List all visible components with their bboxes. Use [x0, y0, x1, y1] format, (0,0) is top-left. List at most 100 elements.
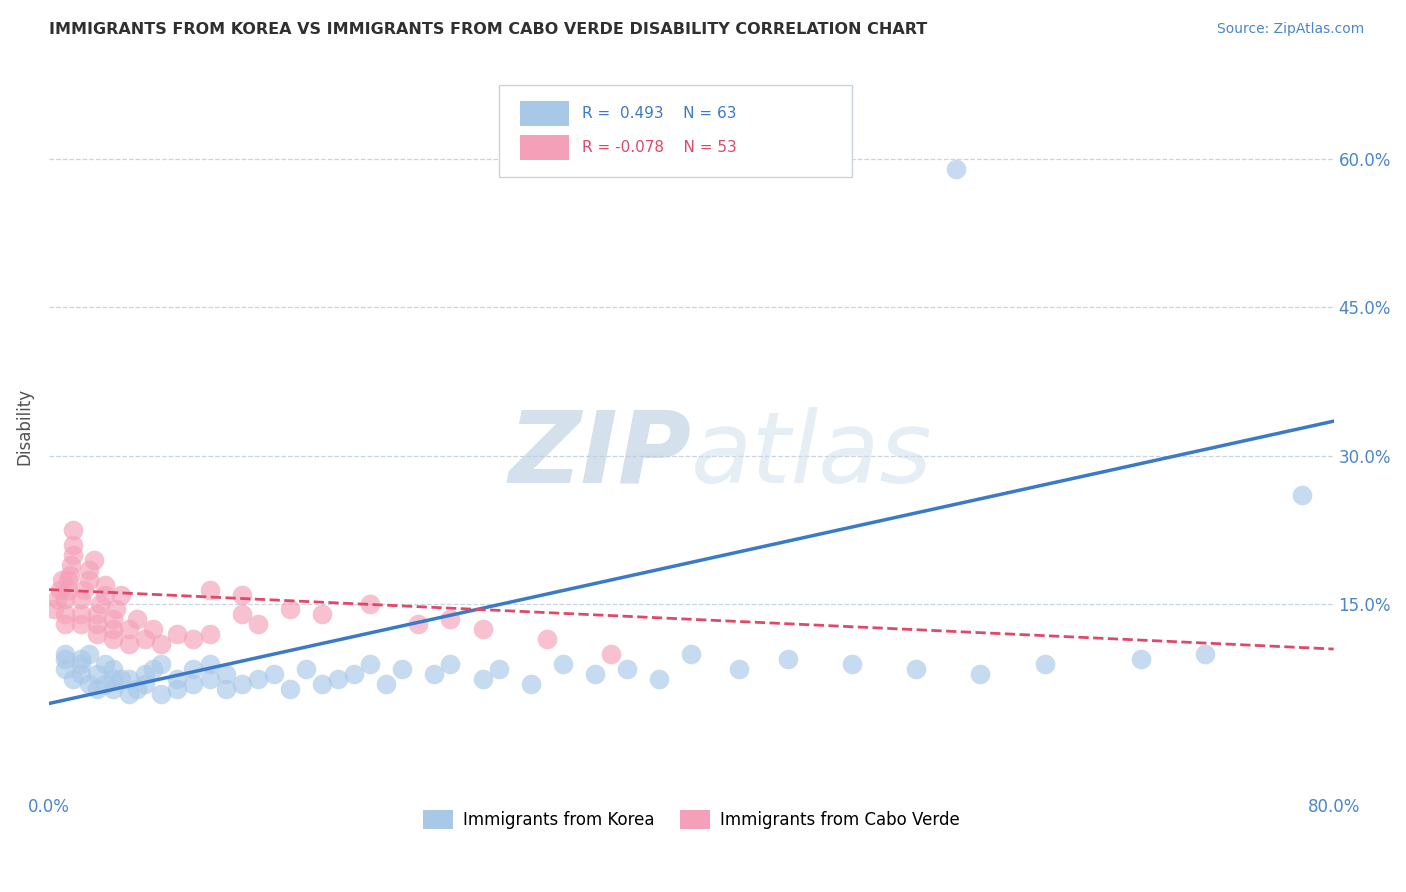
Point — [86, 617, 108, 632]
Point — [471, 622, 494, 636]
Point — [77, 647, 100, 661]
Point — [214, 666, 236, 681]
Text: R = -0.078    N = 53: R = -0.078 N = 53 — [582, 140, 737, 155]
Point — [142, 622, 165, 636]
Point — [62, 523, 84, 537]
Point — [728, 662, 751, 676]
Point — [51, 573, 73, 587]
Point — [214, 681, 236, 696]
Point — [278, 681, 301, 696]
Point — [488, 662, 510, 676]
Point — [86, 681, 108, 696]
Point — [53, 592, 76, 607]
Point — [263, 666, 285, 681]
Point — [183, 632, 205, 646]
Point — [1194, 647, 1216, 661]
Point — [118, 637, 141, 651]
Point — [166, 681, 188, 696]
Point — [94, 657, 117, 671]
Point — [231, 607, 253, 622]
Point — [841, 657, 863, 671]
Point — [359, 657, 381, 671]
Point — [142, 662, 165, 676]
Point — [118, 622, 141, 636]
Point — [183, 662, 205, 676]
Point — [53, 652, 76, 666]
Point — [103, 672, 125, 686]
Point — [198, 582, 221, 597]
Point — [583, 666, 606, 681]
Point — [198, 672, 221, 686]
Point — [471, 672, 494, 686]
Point — [83, 553, 105, 567]
Point — [1129, 652, 1152, 666]
Point — [134, 666, 156, 681]
Point — [166, 672, 188, 686]
Point — [60, 558, 83, 572]
Point — [118, 672, 141, 686]
Point — [70, 607, 93, 622]
Point — [134, 676, 156, 690]
Point — [311, 676, 333, 690]
Point — [103, 632, 125, 646]
Point — [70, 657, 93, 671]
Point — [94, 676, 117, 690]
Point — [776, 652, 799, 666]
Point — [53, 617, 76, 632]
Bar — [520, 135, 569, 160]
Point — [150, 687, 173, 701]
Point — [103, 622, 125, 636]
Point — [94, 588, 117, 602]
Point — [439, 612, 461, 626]
Point — [62, 538, 84, 552]
Y-axis label: Disability: Disability — [15, 387, 32, 465]
Point — [127, 681, 149, 696]
Point — [94, 577, 117, 591]
Point — [198, 627, 221, 641]
Point — [343, 666, 366, 681]
Point — [46, 592, 69, 607]
FancyBboxPatch shape — [499, 86, 852, 177]
Point — [86, 627, 108, 641]
Point — [86, 666, 108, 681]
Point — [246, 672, 269, 686]
Point — [375, 676, 398, 690]
Point — [70, 617, 93, 632]
Point — [359, 598, 381, 612]
Point — [110, 588, 132, 602]
Point — [311, 607, 333, 622]
Point — [103, 662, 125, 676]
Point — [905, 662, 928, 676]
Point — [53, 607, 76, 622]
Point — [150, 657, 173, 671]
Point — [616, 662, 638, 676]
Point — [600, 647, 623, 661]
Point — [1033, 657, 1056, 671]
Point — [326, 672, 349, 686]
Point — [551, 657, 574, 671]
Point — [110, 672, 132, 686]
Point — [1291, 488, 1313, 502]
Point — [183, 676, 205, 690]
Point — [439, 657, 461, 671]
Point — [86, 607, 108, 622]
Point — [70, 592, 93, 607]
Point — [103, 612, 125, 626]
Point — [103, 681, 125, 696]
Point — [62, 548, 84, 562]
Point — [42, 602, 65, 616]
Point — [536, 632, 558, 646]
Point — [77, 676, 100, 690]
Point — [77, 573, 100, 587]
Point — [70, 652, 93, 666]
Point — [423, 666, 446, 681]
Point — [246, 617, 269, 632]
Legend: Immigrants from Korea, Immigrants from Cabo Verde: Immigrants from Korea, Immigrants from C… — [416, 803, 966, 836]
Text: IMMIGRANTS FROM KOREA VS IMMIGRANTS FROM CABO VERDE DISABILITY CORRELATION CHART: IMMIGRANTS FROM KOREA VS IMMIGRANTS FROM… — [49, 22, 928, 37]
Text: Source: ZipAtlas.com: Source: ZipAtlas.com — [1216, 22, 1364, 37]
Point — [118, 687, 141, 701]
Point — [89, 598, 111, 612]
Point — [945, 161, 967, 176]
Text: ZIP: ZIP — [509, 407, 692, 504]
Point — [231, 676, 253, 690]
